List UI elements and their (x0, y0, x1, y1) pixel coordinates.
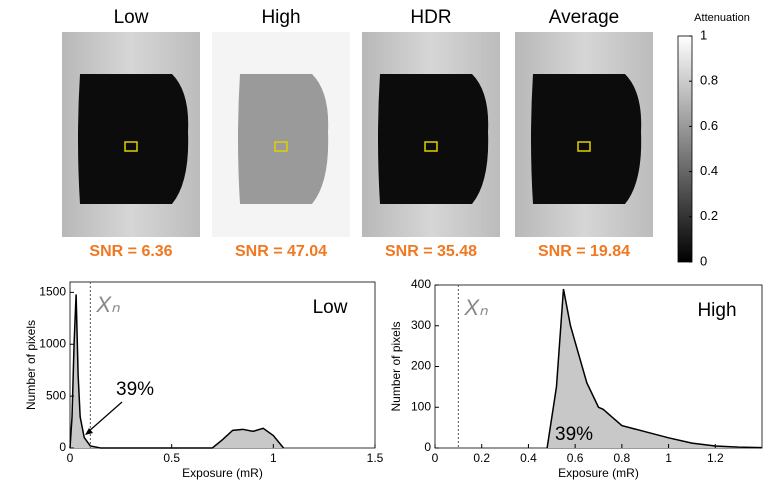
y-tick-label: 1000 (39, 336, 66, 350)
arrow-head (85, 428, 93, 435)
snr-label: SNR = 35.48 (385, 243, 477, 260)
panel-title: High (261, 7, 300, 28)
y-axis-label: Number of pixels (24, 320, 38, 410)
snr-label: SNR = 47.04 (235, 243, 327, 260)
histogram-line (69, 294, 285, 449)
x-tick-label: 1.2 (707, 451, 724, 465)
histogram-line (546, 288, 763, 449)
threshold-label: Xₙ (463, 295, 488, 320)
colorbar-tick-label: 0 (700, 253, 707, 268)
roi (274, 141, 288, 152)
y-tick-label: 200 (411, 359, 431, 373)
roi (124, 141, 138, 152)
colorbar-tick-label: 1 (700, 27, 707, 42)
chart-title: Low (313, 297, 348, 318)
x-tick-label: 0.4 (520, 451, 537, 465)
colorbar-tick-label: 0.6 (700, 118, 718, 133)
colorbar-tick-label: 0.2 (700, 208, 718, 223)
colorbar (677, 35, 693, 263)
panel-title: Low (114, 7, 149, 28)
panel-title: Average (549, 7, 619, 28)
annotation-arrow (87, 401, 123, 433)
annotation: 39% (116, 379, 154, 400)
colorbar-tick-label: 0.4 (700, 163, 718, 178)
y-tick-label: 500 (46, 388, 66, 402)
x-axis-label: Exposure (mR) (558, 466, 639, 480)
x-tick-label: 1.5 (367, 451, 384, 465)
x-axis-label: Exposure (mR) (182, 466, 263, 480)
x-tick-label: 0.8 (614, 451, 631, 465)
colorbar-tick-label: 0.8 (700, 73, 718, 88)
x-tick-label: 0.6 (567, 451, 584, 465)
snr-label: SNR = 19.84 (538, 243, 630, 260)
y-tick-label: 1500 (39, 285, 66, 299)
x-tick-label: 1 (270, 451, 277, 465)
x-tick-label: 0 (67, 451, 74, 465)
object (531, 74, 642, 204)
y-tick-label: 100 (411, 399, 431, 413)
chart-title: High (697, 300, 736, 321)
x-tick-label: 1 (665, 451, 672, 465)
roi (424, 141, 438, 152)
object (238, 74, 329, 204)
y-tick-label: 400 (411, 277, 431, 291)
annotation: 39% (555, 424, 593, 445)
colorbar-label: Attenuation (694, 12, 750, 24)
x-tick-label: 0.2 (473, 451, 490, 465)
histogram-fill (70, 294, 284, 448)
object (378, 74, 489, 204)
y-tick-label: 300 (411, 318, 431, 332)
object (78, 74, 189, 204)
roi (577, 141, 591, 152)
x-tick-label: 0.5 (163, 451, 180, 465)
y-tick-label: 0 (59, 440, 66, 454)
panel-title: HDR (410, 7, 451, 28)
y-axis-label: Number of pixels (389, 321, 403, 411)
snr-label: SNR = 6.36 (89, 243, 172, 260)
y-tick-label: 0 (424, 440, 431, 454)
x-tick-label: 0 (432, 451, 439, 465)
threshold-label: Xₙ (95, 292, 120, 317)
histogram-fill (547, 289, 762, 448)
plot-area (69, 281, 376, 449)
